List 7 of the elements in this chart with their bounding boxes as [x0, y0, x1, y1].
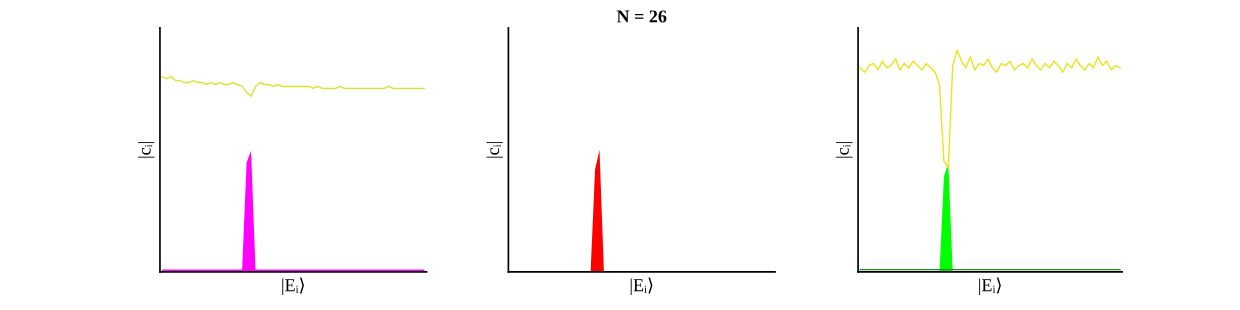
y-axis-title: |cᵢ|: [137, 142, 155, 158]
y-axis-title: |cᵢ|: [836, 142, 853, 158]
x-axis-title: |Eᵢ⟩: [979, 277, 1001, 296]
x-axis-title: |Eᵢ⟩: [630, 277, 653, 296]
chart-title: N = 26: [616, 10, 667, 23]
x-axis-title: |Eᵢ⟩: [282, 277, 304, 296]
y-axis-title: |cᵢ|: [486, 142, 503, 158]
